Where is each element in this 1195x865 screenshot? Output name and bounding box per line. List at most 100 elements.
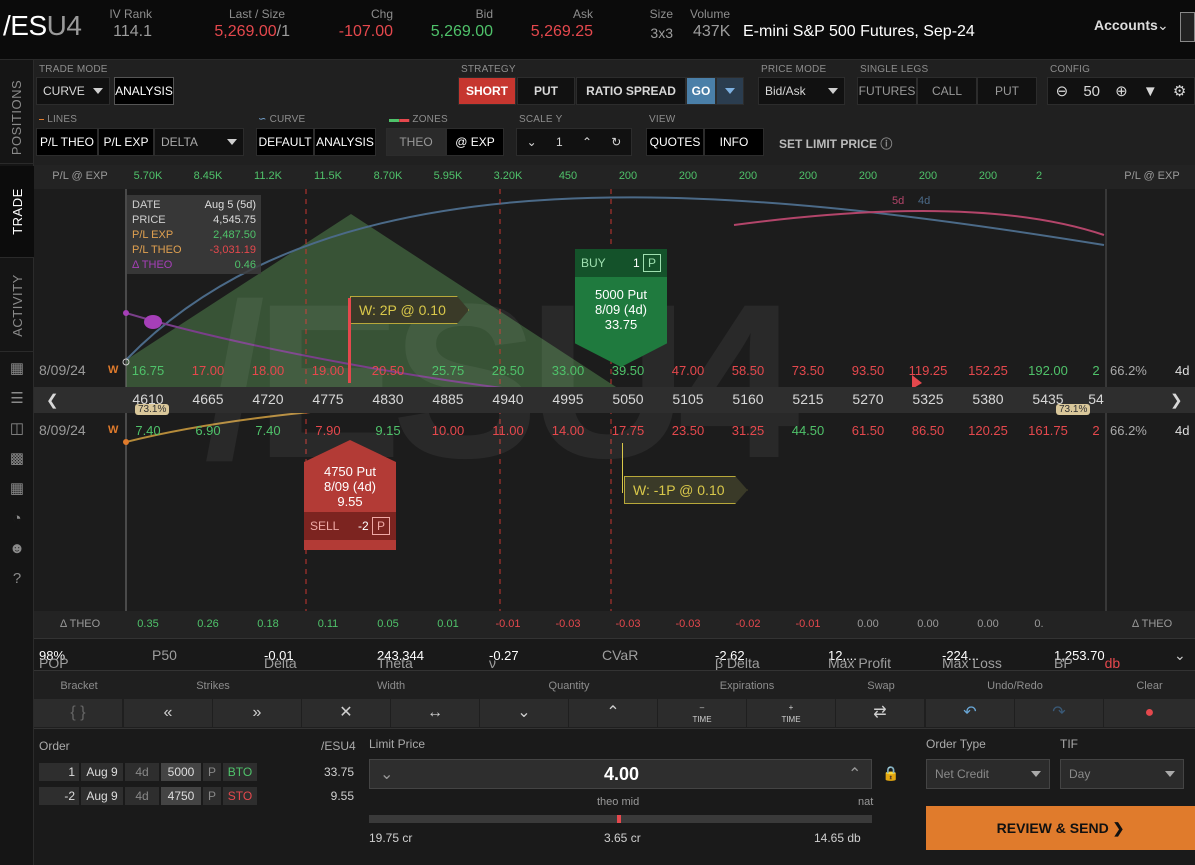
pl-theo-button[interactable]: P/L THEO bbox=[36, 128, 98, 156]
chevron-up-icon[interactable]: ⌃ bbox=[848, 766, 862, 783]
call-price[interactable]: 152.25 bbox=[968, 363, 1008, 378]
put-price[interactable]: 44.50 bbox=[791, 423, 825, 438]
ratio-spread-button[interactable]: RATIO SPREAD bbox=[576, 77, 686, 105]
width-tag-short[interactable]: W: 2P @ 0.10 bbox=[350, 296, 469, 324]
strike[interactable]: 5435 bbox=[1032, 391, 1064, 407]
put-price[interactable]: 86.50 bbox=[911, 423, 945, 438]
default-button[interactable]: DEFAULT bbox=[256, 128, 314, 156]
analysis-curve-button[interactable]: ANALYSIS bbox=[314, 128, 376, 156]
symbol[interactable]: /ESU4 bbox=[3, 10, 82, 41]
leg2-qty[interactable]: -2 bbox=[39, 787, 79, 805]
sell-type[interactable]: P bbox=[371, 517, 390, 535]
call-price[interactable]: 33.00 bbox=[551, 363, 585, 378]
go-button[interactable]: GO bbox=[686, 77, 716, 105]
put-price[interactable]: 7.90 bbox=[315, 423, 341, 438]
strike[interactable]: 5270 bbox=[852, 391, 884, 407]
put-price[interactable]: 11.00 bbox=[492, 423, 524, 438]
zoom-out-icon[interactable]: ⊖ bbox=[1055, 83, 1069, 100]
short-button[interactable]: SHORT bbox=[458, 77, 516, 105]
leg1-qty[interactable]: 1 bbox=[39, 763, 79, 781]
put-price[interactable]: 120.25 bbox=[968, 423, 1008, 438]
leg1-type[interactable]: P bbox=[203, 763, 221, 781]
quotes-button[interactable]: QUOTES bbox=[646, 128, 704, 156]
chart-icon[interactable]: ▦ bbox=[9, 360, 25, 377]
buy-type[interactable]: P bbox=[642, 254, 661, 272]
call-button[interactable]: CALL bbox=[917, 77, 977, 105]
call-price[interactable]: 17.00 bbox=[191, 363, 225, 378]
chevron-up-icon[interactable]: ⌃ bbox=[581, 135, 593, 149]
width-tag-long[interactable]: W: -1P @ 0.10 bbox=[624, 476, 748, 504]
call-price[interactable]: 20.50 bbox=[371, 363, 405, 378]
scroll-right-icon[interactable]: ❯ bbox=[1170, 392, 1183, 409]
tv-icon[interactable]: ◫ bbox=[9, 420, 25, 437]
bracket-button[interactable]: { } bbox=[34, 699, 122, 727]
strike[interactable]: 4610 bbox=[132, 391, 164, 407]
analysis-button[interactable]: ANALYSIS bbox=[114, 77, 174, 105]
undo-button[interactable]: ↶ bbox=[926, 699, 1014, 727]
strike[interactable]: 5105 bbox=[672, 391, 704, 407]
expiration-plus-button[interactable]: + TIME bbox=[747, 699, 835, 727]
scroll-left-icon[interactable]: ❮ bbox=[46, 392, 59, 409]
put-price[interactable]: 10.00 bbox=[431, 423, 465, 438]
call-price[interactable]: 19.00 bbox=[311, 363, 345, 378]
slider-handle[interactable] bbox=[617, 815, 621, 823]
strike[interactable]: 4885 bbox=[432, 391, 464, 407]
strikes-left-button[interactable]: « bbox=[124, 699, 212, 727]
strike[interactable]: 4940 bbox=[492, 391, 524, 407]
call-price[interactable]: 93.50 bbox=[851, 363, 885, 378]
chevron-down-icon[interactable]: ⌄ bbox=[1174, 647, 1186, 663]
call-price[interactable]: 25.75 bbox=[431, 363, 465, 378]
leg1-strike[interactable]: 5000 bbox=[161, 763, 201, 781]
quantity-up-button[interactable]: ⌃ bbox=[569, 699, 657, 727]
put-price[interactable]: 61.50 bbox=[851, 423, 885, 438]
strike[interactable]: 5380 bbox=[972, 391, 1004, 407]
put-price[interactable]: 14.00 bbox=[551, 423, 585, 438]
strategy-dropdown[interactable] bbox=[716, 77, 744, 105]
list-icon[interactable]: ☰ bbox=[10, 390, 24, 407]
strikes-right-button[interactable]: » bbox=[213, 699, 301, 727]
pl-exp-button[interactable]: P/L EXP bbox=[98, 128, 154, 156]
tab-positions[interactable]: POSITIONS bbox=[0, 72, 34, 164]
order-type-select[interactable]: Net Credit bbox=[926, 759, 1050, 789]
put-price[interactable]: 23.50 bbox=[671, 423, 705, 438]
call-price[interactable]: 39.50 bbox=[611, 363, 645, 378]
filter-icon[interactable]: ▼ bbox=[1142, 82, 1158, 100]
accounts-button[interactable]: Accounts bbox=[1094, 17, 1158, 33]
call-price[interactable]: 47.00 bbox=[671, 363, 705, 378]
delta-select[interactable]: DELTA bbox=[154, 128, 244, 156]
set-limit-price-button[interactable]: SET LIMIT PRICE ⓘ bbox=[779, 137, 893, 151]
strike[interactable]: 5215 bbox=[792, 391, 824, 407]
width-narrow-button[interactable]: ✕ bbox=[302, 699, 390, 727]
leg1-side[interactable]: BTO bbox=[223, 763, 257, 781]
tif-select[interactable]: Day bbox=[1060, 759, 1184, 789]
put-price[interactable]: 161.75 bbox=[1028, 423, 1068, 438]
call-price[interactable]: 28.50 bbox=[491, 363, 525, 378]
put-price[interactable]: 31.25 bbox=[731, 423, 765, 438]
limit-price-field[interactable]: ⌄ 4.00 ⌃ bbox=[369, 759, 872, 789]
grid-chart-icon[interactable]: ▩ bbox=[9, 450, 25, 467]
curve-select[interactable]: CURVE bbox=[36, 77, 110, 105]
call-price[interactable]: 192.00 bbox=[1028, 363, 1068, 378]
strike[interactable]: 4665 bbox=[192, 391, 224, 407]
leg2-exp[interactable]: Aug 9 bbox=[81, 787, 123, 805]
swap-button[interactable]: ⇄ bbox=[836, 699, 924, 727]
call-price[interactable]: 58.50 bbox=[731, 363, 765, 378]
gauge-icon[interactable]: ◔ bbox=[12, 510, 22, 527]
strike[interactable]: 5050 bbox=[612, 391, 644, 407]
call-price[interactable]: 73.50 bbox=[791, 363, 825, 378]
put-price[interactable]: 2 bbox=[1092, 423, 1100, 438]
review-send-button[interactable]: REVIEW & SEND ❯ bbox=[926, 806, 1195, 850]
leg1-exp[interactable]: Aug 9 bbox=[81, 763, 123, 781]
zoom-in-icon[interactable]: ⊕ bbox=[1115, 83, 1128, 100]
strike[interactable]: 4775 bbox=[312, 391, 344, 407]
scrollbar[interactable] bbox=[1180, 12, 1195, 42]
quantity-down-button[interactable]: ⌄ bbox=[480, 699, 568, 727]
dashboard-icon[interactable]: ▦ bbox=[9, 480, 25, 497]
redo-button[interactable]: ↷ bbox=[1015, 699, 1103, 727]
clear-button[interactable]: ● bbox=[1104, 699, 1195, 727]
sell-leg-card[interactable]: 4750 Put 8/09 (4d) 9.55 SELL -2 P bbox=[304, 440, 396, 550]
strike[interactable]: 5325 bbox=[912, 391, 944, 407]
gear-icon[interactable]: ⚙ bbox=[1172, 83, 1187, 100]
put-price[interactable]: 7.40 bbox=[255, 423, 281, 438]
community-icon[interactable]: ☻ bbox=[9, 540, 25, 557]
